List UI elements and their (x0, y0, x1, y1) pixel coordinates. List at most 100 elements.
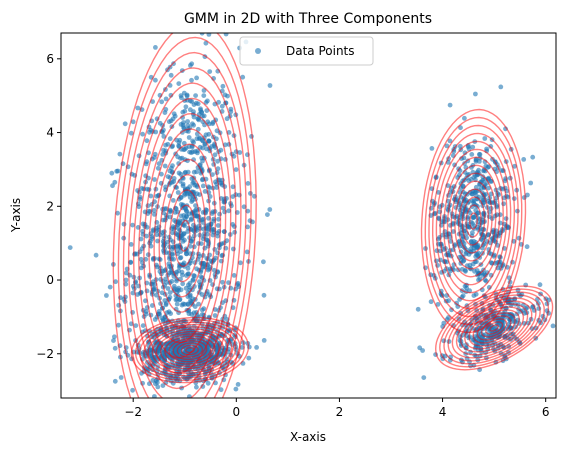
data-point (446, 298, 451, 304)
data-point (161, 437, 166, 442)
contour-line (148, 128, 222, 344)
contour-line (143, 323, 237, 377)
data-point (170, 230, 175, 236)
contour-line (112, 33, 257, 398)
data-point (168, 118, 174, 124)
data-point (152, 317, 158, 322)
data-point (167, 136, 173, 142)
data-point (170, 198, 176, 203)
data-point (163, 302, 169, 308)
contour-line (489, 324, 499, 332)
data-point (189, 239, 195, 244)
data-point (189, 99, 195, 104)
data-point (429, 146, 435, 151)
data-point (182, 223, 187, 229)
data-point (178, 255, 184, 260)
data-point (123, 270, 129, 276)
data-point (187, 394, 192, 398)
data-point (201, 93, 207, 98)
data-point (447, 102, 453, 108)
data-point (170, 224, 176, 230)
data-point (198, 241, 204, 247)
data-point (498, 84, 504, 90)
data-point (151, 208, 157, 213)
contour-line (153, 143, 217, 329)
data-point (166, 309, 172, 315)
data-point (182, 170, 188, 176)
data-point (200, 183, 206, 189)
data-point (173, 297, 179, 303)
contour-line (178, 219, 191, 252)
contour-line (155, 330, 225, 370)
data-point (239, 345, 245, 350)
contour-line (122, 51, 247, 398)
x-tick-label: −2 (124, 405, 142, 419)
contour-line (450, 172, 497, 270)
contour-line (159, 333, 220, 367)
data-point (113, 279, 118, 285)
data-point (167, 290, 173, 295)
data-point (238, 260, 243, 266)
data-point (215, 223, 221, 228)
data-point (212, 313, 218, 318)
data-point (478, 185, 484, 191)
contour-line (465, 204, 482, 238)
contour-line (172, 340, 208, 361)
data-point (420, 348, 425, 353)
contour-line (451, 297, 537, 359)
data-point (265, 212, 270, 218)
data-point (112, 179, 118, 185)
data-point (523, 306, 529, 311)
data-point (183, 104, 189, 110)
data-point (163, 449, 168, 454)
data-point (447, 138, 453, 144)
data-point (220, 83, 226, 89)
data-point (183, 285, 189, 291)
data-point (107, 284, 113, 290)
data-point (206, 138, 212, 144)
data-point (205, 226, 211, 232)
data-point (166, 270, 172, 276)
data-point (154, 292, 159, 298)
data-point (138, 265, 144, 271)
data-point (187, 280, 193, 286)
data-point (237, 150, 243, 155)
data-point (188, 63, 193, 68)
data-point (165, 286, 171, 291)
data-point (185, 119, 191, 124)
data-point (205, 267, 211, 273)
data-point (190, 138, 196, 144)
data-point (216, 216, 221, 222)
contour-line (458, 188, 489, 254)
data-point (167, 294, 173, 300)
data-point (154, 380, 160, 385)
data-point (160, 152, 166, 157)
x-tick-label: 4 (439, 405, 447, 419)
data-point (138, 256, 144, 262)
data-point (130, 119, 136, 125)
plot-frame (60, 32, 557, 399)
y-tick-label: 4 (46, 126, 54, 140)
data-point (247, 218, 253, 224)
data-point (155, 165, 161, 171)
data-point (156, 161, 162, 167)
data-point (218, 387, 224, 393)
data-point (173, 352, 179, 357)
contour-line (420, 108, 527, 334)
data-point (133, 323, 139, 328)
data-point (267, 207, 273, 212)
data-point (112, 334, 117, 340)
data-point (471, 174, 477, 180)
data-point (473, 184, 479, 190)
data-point (140, 323, 146, 328)
data-point (224, 238, 230, 244)
data-point (140, 131, 146, 137)
data-point (112, 378, 118, 384)
legend-marker (255, 48, 261, 54)
data-point (194, 266, 200, 272)
data-point (176, 268, 182, 274)
data-point (144, 138, 150, 144)
contour-line (454, 180, 493, 262)
data-point (486, 214, 492, 220)
data-point (138, 448, 143, 453)
